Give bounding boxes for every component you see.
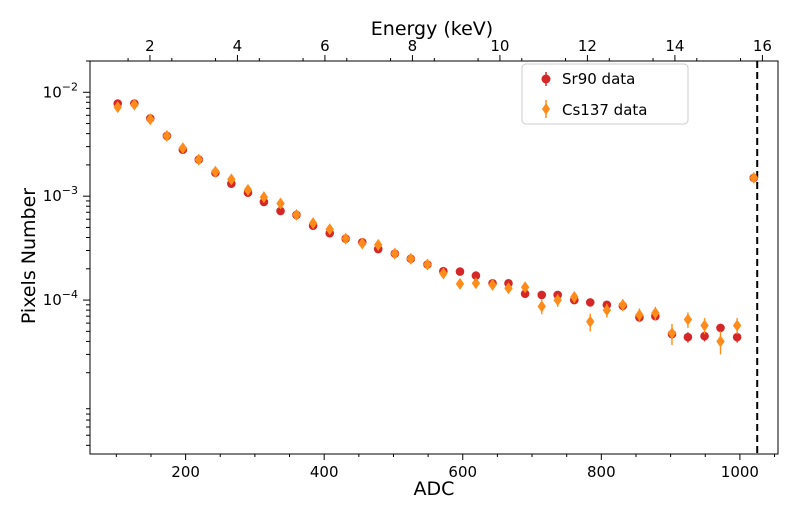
data-point-cs137	[308, 217, 318, 230]
data-point-cs137	[749, 171, 758, 184]
data-point-cs137	[651, 307, 660, 320]
legend-label-sr90: Sr90 data	[562, 70, 635, 88]
data-point-cs137	[358, 237, 367, 250]
y-axis-label: Pixels Number	[18, 188, 40, 324]
top-tick-label: 12	[578, 37, 597, 55]
top-tick-label: 10	[490, 37, 509, 55]
top-tick-label: 4	[233, 37, 243, 55]
legend-marker-sr90	[541, 72, 551, 86]
x-tick-label: 800	[587, 463, 616, 481]
x-tick-label: 1000	[721, 463, 759, 481]
y-tick-label: 10−2	[43, 80, 78, 101]
x-axis-label: ADC	[414, 478, 455, 500]
data-point-cs137	[471, 277, 481, 290]
data-point-sr90	[455, 267, 465, 276]
data-point-cs137	[276, 197, 285, 210]
data-point-cs137	[146, 113, 155, 126]
series-1	[113, 98, 758, 355]
y-tick-label: 10−4	[43, 288, 78, 309]
data-point-cs137	[553, 294, 562, 307]
top-axis-label: Energy (keV)	[371, 18, 493, 40]
data-point-cs137	[667, 327, 677, 340]
data-point-cs137	[374, 238, 383, 251]
data-point-cs137	[259, 191, 269, 204]
data-point-cs137	[325, 223, 334, 236]
top-tick-label: 14	[665, 37, 684, 55]
data-point-sr90	[276, 206, 285, 216]
legend-box	[521, 63, 689, 125]
data-point-sr90	[471, 271, 481, 280]
data-point-sr90	[585, 298, 595, 307]
top-tick-label: 6	[320, 37, 330, 55]
data-point-cs137	[602, 304, 612, 317]
data-point-cs137	[162, 129, 172, 142]
data-point-cs137	[243, 183, 253, 196]
data-point-sr90	[537, 290, 547, 300]
y-tick-label: 10−3	[43, 184, 78, 205]
legend-marker-cs137	[542, 100, 550, 118]
data-point-sr90	[732, 332, 742, 342]
data-point-sr90	[683, 332, 693, 342]
legend: Sr90 data Cs137 data	[521, 63, 689, 125]
data-point-sr90	[700, 331, 709, 341]
data-point-cs137	[178, 142, 188, 155]
data-point-cs137	[520, 281, 530, 294]
data-point-cs137	[537, 300, 546, 313]
data-point-cs137	[570, 291, 579, 304]
data-point-cs137	[635, 308, 644, 321]
data-point-cs137	[227, 173, 236, 186]
data-point-cs137	[341, 232, 350, 245]
data-point-cs137	[618, 298, 628, 311]
data-point-cs137	[504, 282, 513, 295]
data-point-cs137	[716, 335, 725, 348]
top-tick-label: 8	[408, 37, 418, 55]
data-point-cs137	[406, 252, 415, 265]
data-point-cs137	[113, 101, 122, 114]
data-point-cs137	[423, 258, 432, 271]
legend-label-cs137: Cs137 data	[562, 101, 647, 119]
data-point-cs137	[390, 247, 400, 260]
top-tick-label: 2	[145, 37, 155, 55]
data-point-sr90	[520, 289, 530, 299]
x-tick-label: 600	[448, 463, 477, 481]
data-point-cs137	[130, 98, 139, 111]
data-point-cs137	[439, 267, 448, 280]
x-tick-label: 200	[171, 463, 200, 481]
data-point-cs137	[586, 315, 595, 328]
data-point-cs137	[211, 165, 220, 178]
data-point-cs137	[488, 278, 497, 291]
data-point-sr90	[716, 323, 725, 333]
data-point-cs137	[700, 319, 709, 332]
top-tick-label: 16	[753, 37, 772, 55]
plot-area	[113, 61, 759, 454]
data-point-cs137	[292, 208, 301, 221]
data-point-cs137	[732, 319, 742, 332]
data-point-cs137	[683, 313, 693, 326]
axis-ticks: 200 400 600 800 1000 2 4 6 8 10 12 14 16 10−2 10−3 10−4	[43, 37, 776, 481]
x-tick-label: 400	[310, 463, 339, 481]
data-point-cs137	[194, 153, 203, 166]
data-point-cs137	[455, 277, 465, 290]
